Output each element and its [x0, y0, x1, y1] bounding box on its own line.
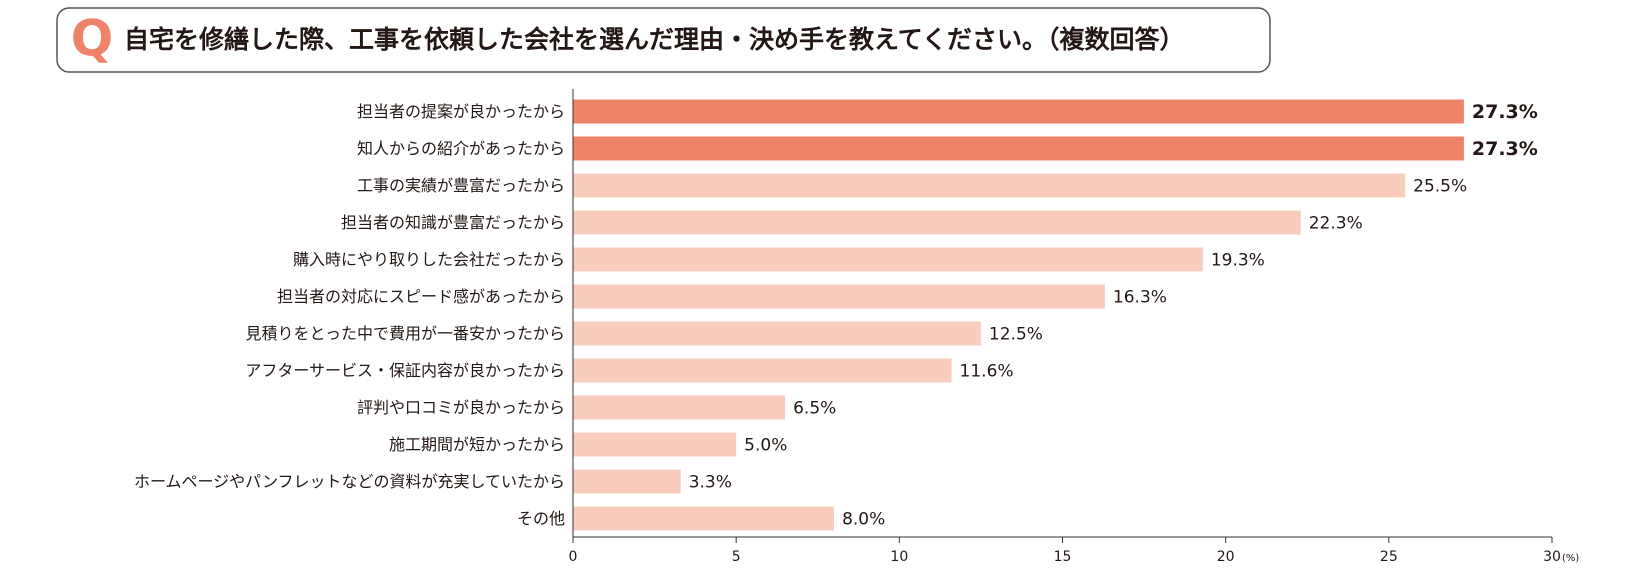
value-label: 27.3%: [1472, 138, 1538, 160]
category-label: 施工期間が短かったから: [389, 435, 565, 454]
bar: [573, 469, 681, 494]
category-label: 担当者の知識が豊富だったから: [341, 213, 565, 232]
value-label: 11.6%: [960, 362, 1014, 382]
bar: [573, 321, 981, 346]
x-tick-label: 30: [1543, 549, 1561, 565]
bar: [573, 358, 952, 383]
category-label: 担当者の提案が良かったから: [357, 102, 565, 121]
category-label: 工事の実績が豊富だったから: [357, 176, 565, 195]
bar: [573, 136, 1464, 161]
category-label: 見積りをとった中で費用が一番安かったから: [245, 324, 565, 343]
category-label: 担当者の対応にスピード感があったから: [277, 287, 565, 306]
value-label: 6.5%: [793, 399, 836, 419]
bar: [573, 432, 737, 457]
x-tick-label: 10: [890, 549, 908, 565]
value-label: 22.3%: [1309, 214, 1363, 234]
value-label: 3.3%: [689, 473, 732, 493]
category-label: 評判や口コミが良かったから: [357, 398, 565, 417]
category-label: その他: [517, 509, 565, 528]
category-label: アフターサービス・保証内容が良かったから: [245, 361, 565, 380]
bar: [573, 506, 835, 531]
category-label: 購入時にやり取りした会社だったから: [293, 250, 565, 269]
x-tick-label: 20: [1217, 549, 1235, 565]
category-label: 知人からの紹介があったから: [357, 139, 565, 158]
value-label: 16.3%: [1113, 288, 1167, 308]
x-tick-label: 15: [1054, 549, 1072, 565]
title-box: [56, 7, 1271, 73]
value-label: 5.0%: [744, 436, 787, 456]
category-label: ホームページやパンフレットなどの資料が充実していたから: [134, 472, 565, 491]
value-label: 19.3%: [1211, 251, 1265, 271]
value-label: 25.5%: [1413, 177, 1467, 197]
bar: [573, 395, 786, 420]
value-label: 8.0%: [842, 510, 885, 530]
question-mark: Q: [71, 10, 114, 68]
x-unit: (%): [1562, 553, 1579, 564]
x-tick-label: 25: [1380, 549, 1398, 565]
value-label: 27.3%: [1472, 101, 1538, 123]
bar: [573, 210, 1301, 235]
bar: [573, 173, 1406, 198]
bar: [573, 284, 1105, 309]
bar: [573, 99, 1464, 124]
x-tick-label: 0: [569, 549, 578, 565]
bar: [573, 247, 1203, 272]
x-tick-label: 5: [732, 549, 741, 565]
value-label: 12.5%: [989, 325, 1043, 345]
chart-title: 自宅を修繕した際、工事を依頼した会社を選んだ理由・決め手を教えてください。（複数…: [124, 25, 1185, 54]
